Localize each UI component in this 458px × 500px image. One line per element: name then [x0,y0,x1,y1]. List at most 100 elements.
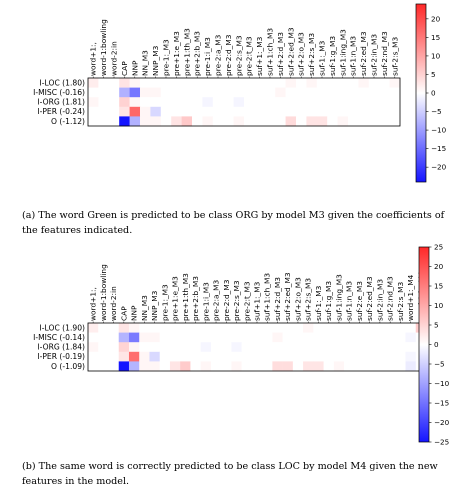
column-label: suf-1:n_M3 [345,281,354,321]
heatmap-cell [88,116,99,127]
column-label: pre+1:e_M3 [172,31,181,76]
heatmap-cell [385,351,396,362]
heatmap-cell [88,106,99,117]
heatmap-frame [87,77,401,127]
heatmap-cell [192,87,203,98]
column-label: suf-2:nd_M3 [386,276,395,321]
column-label: suf-2:s_M3 [396,281,405,321]
heatmap-cell [262,342,273,353]
heatmap-cell [395,342,406,353]
heatmap-cell [212,116,224,127]
column-label: pre-2:t_M3 [245,36,254,76]
heatmap-cell [139,342,150,353]
heatmap-cell [202,78,214,88]
heatmap-cell [98,78,110,88]
heatmap-cell [88,361,99,372]
heatmap-cell [190,342,201,353]
heatmap-cell [337,87,349,98]
heatmap-cell [282,332,294,343]
heatmap-cell [344,351,355,362]
heatmap-cell [354,332,365,343]
heatmap-cell [180,361,191,372]
column-label: pre-1:i_M3 [203,37,212,76]
heatmap-cell [254,97,266,108]
heatmap-cell [139,351,150,362]
heatmap-cell [364,332,376,343]
heatmap-cell [358,78,370,88]
column-label: suf+2:d_M3 [276,32,285,76]
heatmap-cell [223,78,234,88]
heatmap-cell [210,332,222,343]
column-label: pre-2:d_M3 [224,34,233,76]
heatmap-cell [364,342,376,353]
heatmap-cell [108,87,120,98]
heatmap-cell [231,361,242,372]
heatmap-cell [150,116,162,127]
heatmap-cell [313,342,324,353]
heatmap-cell [313,332,324,343]
column-label: suf-1:g_M3 [328,36,337,76]
heatmap-cell [241,332,253,343]
heatmap-cell [251,332,263,343]
heatmap-cell [223,97,234,108]
heatmap-cell [358,116,370,127]
heatmap-cell [210,351,222,362]
heatmap-cell [254,106,266,117]
heatmap-cell [128,332,140,343]
heatmap-cell [223,106,234,117]
column-label: suf-2:in_M3 [375,279,384,321]
column-label: NNP [130,305,139,321]
heatmap-cell [169,361,181,372]
column-label: pre+2:b_M3 [193,31,202,76]
colorbar-tick-label: 10 [434,301,444,310]
heatmap-cell [296,97,307,108]
heatmap-cell [88,332,99,343]
row-label: I-LOC (1.90) [40,323,86,332]
heatmap-cell [192,116,203,127]
heatmap-cell [275,116,286,127]
heatmap-cell [160,106,172,117]
heatmap-cell [221,332,232,343]
heatmap-cell [323,332,335,343]
heatmap-cell [285,87,297,98]
heatmap-cell [169,332,181,343]
heatmap-cell [223,116,234,127]
heatmap-cell [128,323,140,333]
heatmap-cell [313,323,324,333]
heatmap-cell [358,87,370,98]
heatmap-cell [192,97,203,108]
heatmap-cell [171,87,182,98]
heatmap-cell [108,342,120,353]
column-label: NN_M3 [140,295,149,321]
heatmap-cell [181,97,193,108]
colorbar-tick-label: 5 [431,70,436,79]
column-label: NN_M3 [141,50,150,76]
heatmap-cell [354,342,365,353]
column-label: suf+2:s_M3 [304,278,313,321]
heatmap-cell [272,342,283,353]
heatmap-cell [192,78,203,88]
heatmap-cell [231,332,242,343]
heatmap-cell [405,323,417,333]
heatmap-cell [285,106,297,117]
heatmap-cell [181,106,193,117]
heatmap-cell [285,116,297,127]
heatmap-cell [374,342,386,353]
heatmap-cell [282,323,294,333]
heatmap-cell [364,361,376,372]
heatmap-cell [385,323,396,333]
heatmap-cell [119,78,130,88]
colorbar-tick-label: 20 [431,14,441,23]
column-label: word+1:, [89,287,98,321]
heatmap-cell [129,116,141,127]
heatmap-cell [348,106,359,117]
heatmap-cell [190,332,201,343]
heatmap-cell [251,351,263,362]
heatmap-cell [169,323,181,333]
heatmap-cell [323,361,335,372]
heatmap-cell [140,106,151,117]
column-label: CAP [119,306,128,321]
heatmap-cell [395,323,406,333]
heatmap-cell [140,97,151,108]
heatmap-cell [389,78,401,88]
